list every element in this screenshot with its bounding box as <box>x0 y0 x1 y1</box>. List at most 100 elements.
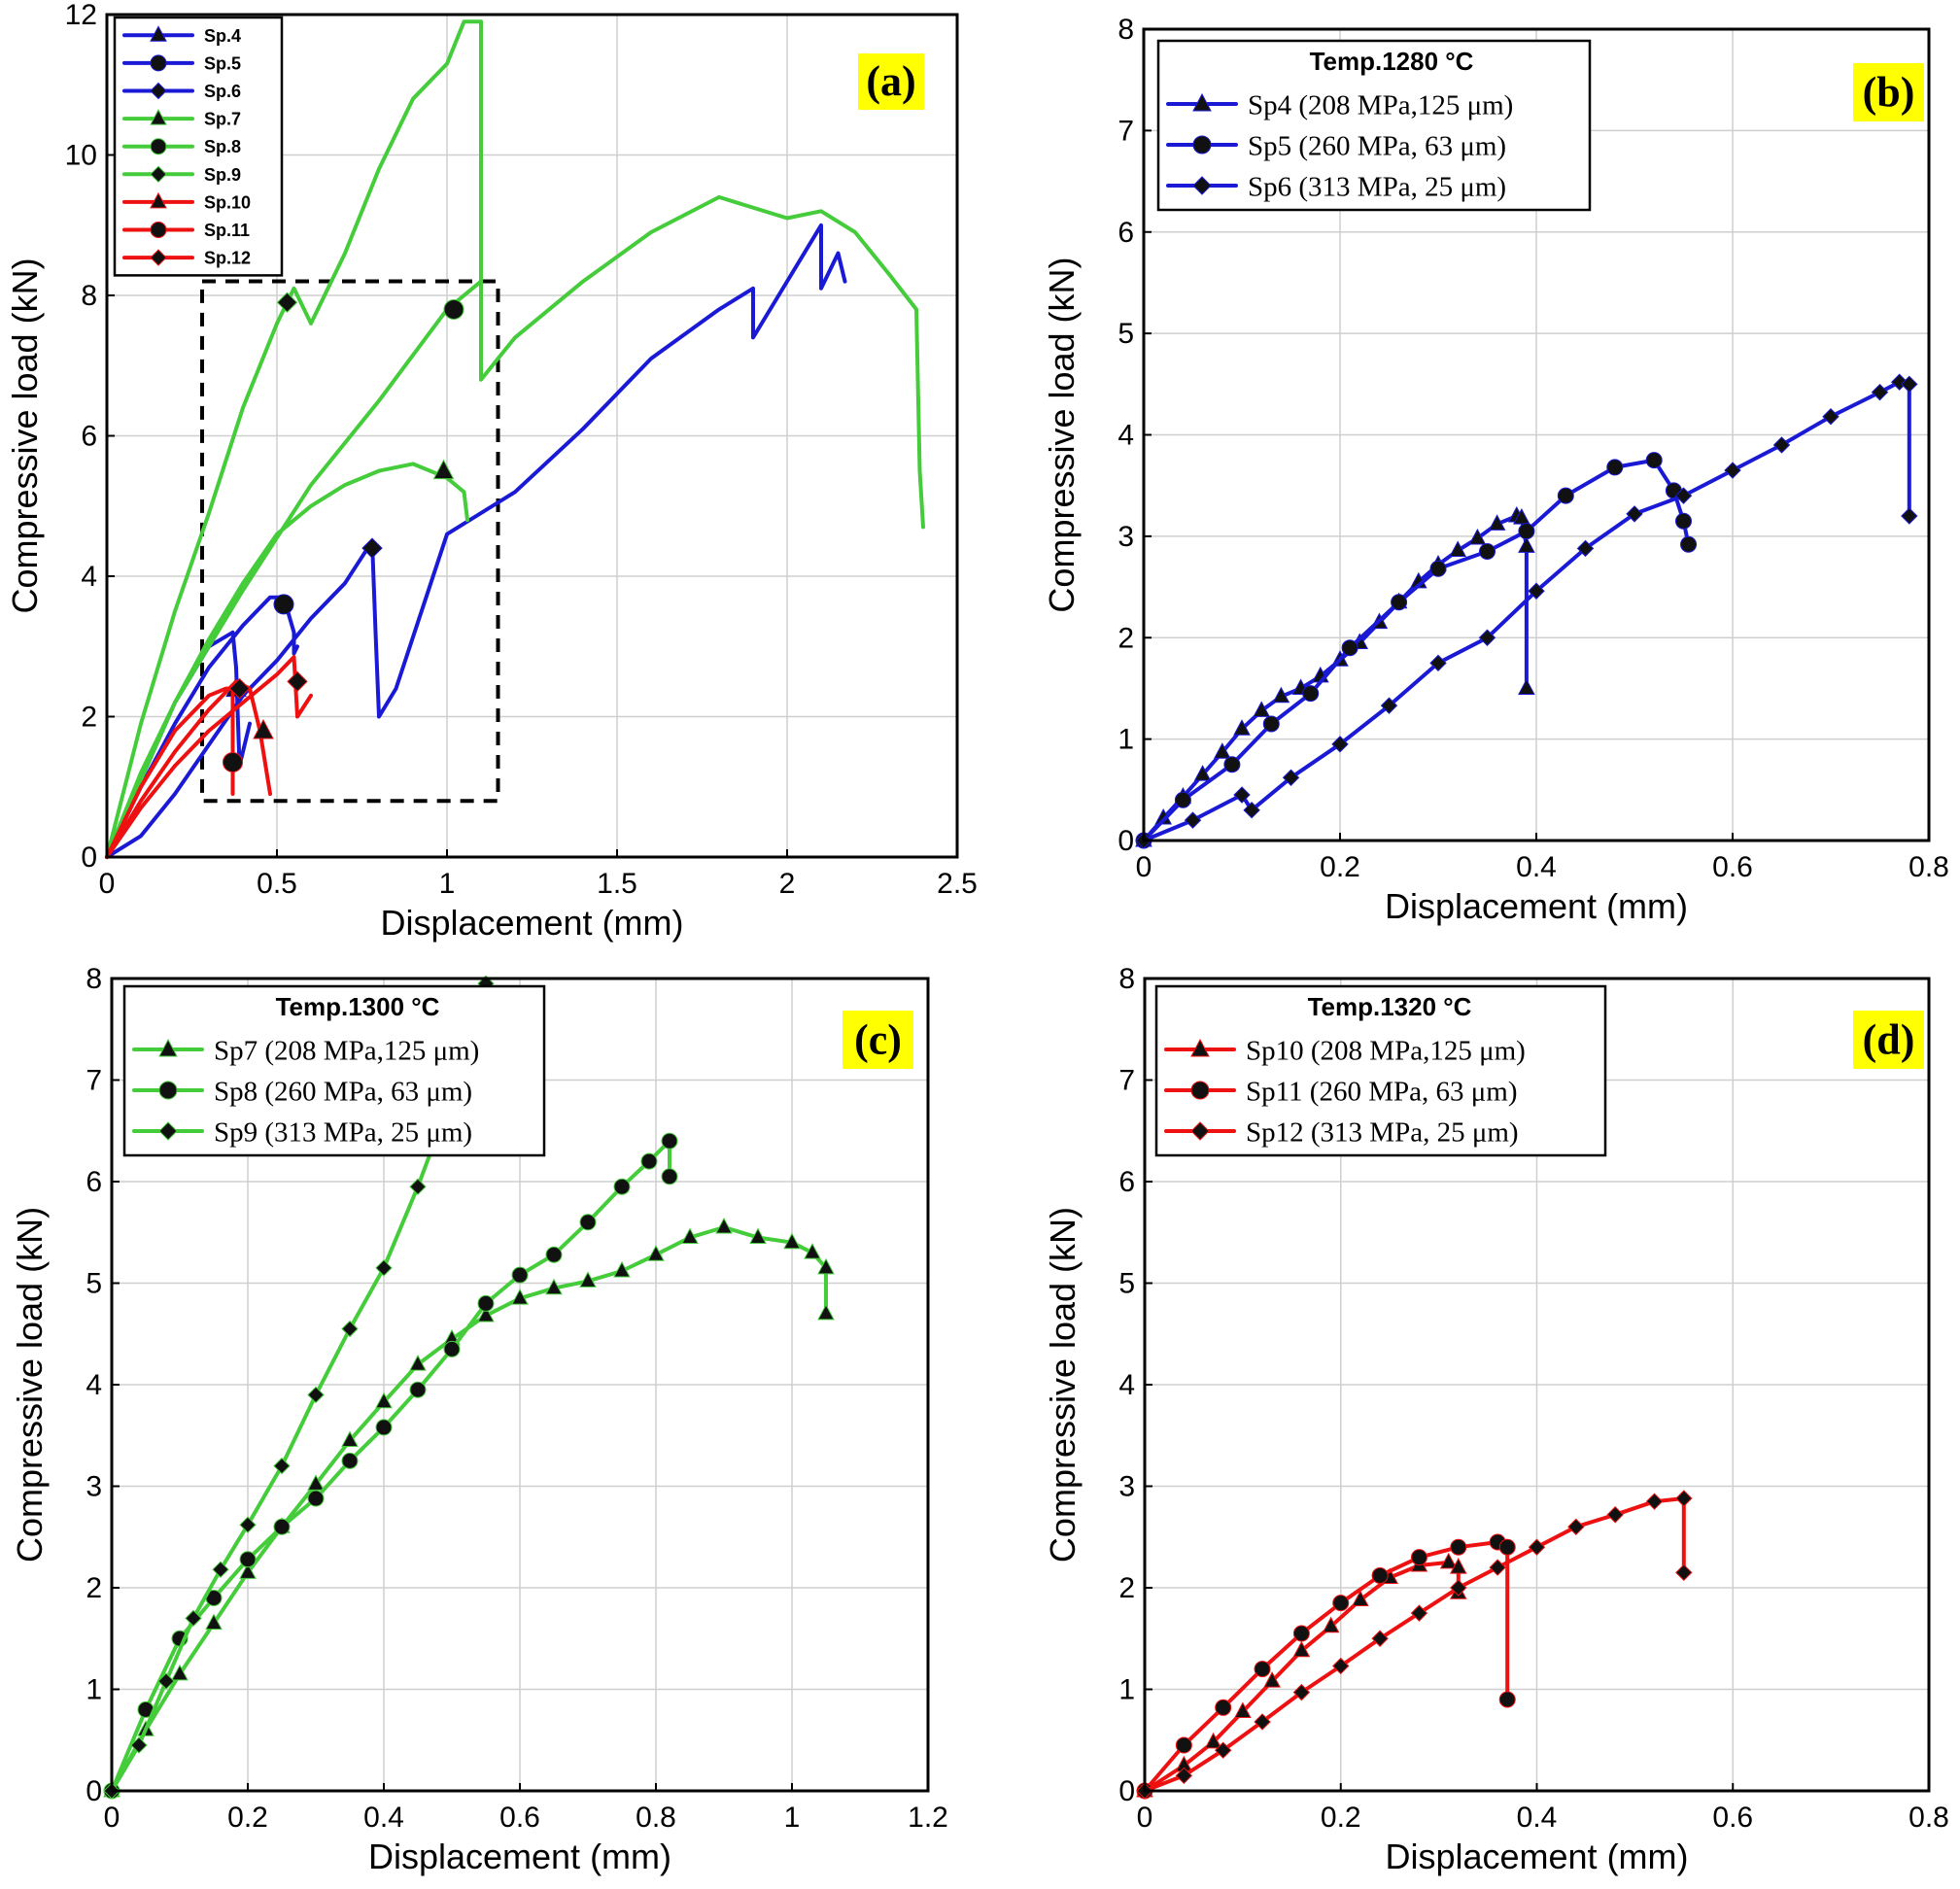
data-point-sp6 <box>1901 507 1918 525</box>
legend-label: Sp6 (313 MPa, 25 μm) <box>1248 171 1506 202</box>
legend-label: Sp.9 <box>204 165 241 185</box>
x-tick-label: 2.5 <box>937 868 978 900</box>
y-tick-label: 10 <box>65 140 97 172</box>
data-point-sp8 <box>239 1551 257 1568</box>
y-tick-label: 12 <box>65 0 97 31</box>
data-point-sp11 <box>1175 1736 1192 1754</box>
legend: Temp.1300 °C Sp7 (208 MPa,125 μm) Sp8 (260… <box>122 984 546 1157</box>
data-point-sp6 <box>1478 629 1496 646</box>
data-point-sp8 <box>375 1419 393 1436</box>
legend-marker <box>158 1121 178 1141</box>
panel-label: (c) <box>854 1015 902 1063</box>
legend-marker <box>150 165 167 184</box>
data-point-sp5 <box>1302 685 1320 703</box>
legend-marker <box>150 109 167 125</box>
data-point-sp9 <box>341 1320 359 1338</box>
data-point-sp7 <box>817 1257 835 1275</box>
zoom-region-box <box>200 279 500 804</box>
data-point-sp5 <box>1557 487 1574 504</box>
data-point-sp4 <box>1488 514 1506 531</box>
data-point-sp8 <box>477 1294 495 1312</box>
data-point-sp4 <box>1518 678 1535 695</box>
y-tick-label: 4 <box>1118 420 1134 452</box>
data-point-sp5 <box>1479 543 1496 561</box>
data-point-sp12 <box>1214 1741 1232 1759</box>
legend-marker <box>150 54 167 72</box>
data-point-sp11 <box>1498 1691 1516 1708</box>
y-tick-label: 8 <box>1118 14 1134 46</box>
data-point-sp7 <box>681 1227 699 1244</box>
data-point-sp12 <box>1675 1563 1693 1582</box>
x-tick-label: 1 <box>784 1802 801 1834</box>
data-point-sp12 <box>1292 1683 1311 1701</box>
data-point-marker <box>287 670 308 693</box>
data-point-sp6 <box>1901 375 1918 394</box>
data-point-sp12 <box>1450 1579 1467 1597</box>
data-point-sp8 <box>443 1340 461 1357</box>
data-point-marker <box>432 459 455 480</box>
series-line-sp6 <box>1142 380 1911 842</box>
y-tick-label: 4 <box>81 561 97 593</box>
legend-marker <box>158 1038 178 1057</box>
legend-marker <box>1192 176 1212 195</box>
series-line-sp10 <box>105 679 272 859</box>
legend-title: Temp.1320 °C <box>1308 992 1472 1021</box>
data-point-sp8 <box>307 1490 325 1507</box>
data-point-sp5 <box>1645 452 1663 469</box>
data-point-sp6 <box>1528 582 1545 600</box>
data-point-sp4 <box>1272 686 1290 704</box>
data-point-sp8 <box>661 1132 678 1150</box>
legend-label: Sp.5 <box>204 53 241 73</box>
legend-box <box>1156 39 1592 212</box>
data-point-sp9 <box>239 1516 257 1533</box>
data-point-sp12 <box>1371 1630 1389 1647</box>
data-point-sp10 <box>1234 1701 1252 1718</box>
data-point-sp11 <box>1371 1566 1389 1584</box>
panel-label: (b) <box>1863 68 1915 116</box>
x-tick-label: 0.2 <box>1320 851 1360 883</box>
y-tick-label: 5 <box>86 1268 102 1300</box>
legend-label: Sp.7 <box>204 110 241 129</box>
data-point-sp6 <box>1380 697 1398 714</box>
legend-marker <box>150 25 167 42</box>
data-point-sp4 <box>1513 508 1530 525</box>
data-point-sp6 <box>1822 408 1840 426</box>
data-point-sp6 <box>1576 539 1595 558</box>
series-line-sp5 <box>1142 458 1691 842</box>
x-tick-label: 2 <box>779 868 796 900</box>
data-point-sp5 <box>1174 791 1191 808</box>
y-tick-label: 7 <box>1118 1065 1135 1097</box>
panel-label-badge <box>842 1011 913 1069</box>
y-tick-label: 0 <box>81 841 97 874</box>
data-point-sp9 <box>307 1386 325 1404</box>
data-point-sp11 <box>1332 1595 1350 1612</box>
legend-label: Sp4 (208 MPa,125 μm) <box>1248 89 1513 120</box>
legend-label: Sp.10 <box>204 192 251 212</box>
data-point-marker <box>253 718 274 739</box>
legend-label: Sp.6 <box>204 82 241 101</box>
data-point-sp7 <box>579 1271 597 1288</box>
data-point-sp4 <box>1518 536 1535 553</box>
data-point-sp5 <box>1675 512 1692 530</box>
data-point-sp11 <box>1450 1538 1467 1556</box>
y-tick-label: 6 <box>81 421 97 453</box>
legend-marker <box>150 222 167 238</box>
data-point-marker <box>276 292 298 313</box>
y-tick-label: 0 <box>1118 825 1134 857</box>
data-point-marker <box>361 537 383 559</box>
y-tick-label: 6 <box>1118 217 1134 249</box>
y-tick-label: 5 <box>1118 318 1134 350</box>
data-point-sp6 <box>1871 383 1889 401</box>
legend-label: Sp.12 <box>204 249 251 268</box>
x-tick-label: 0 <box>104 1802 120 1834</box>
data-point-sp8 <box>545 1246 563 1263</box>
data-point-sp12 <box>1645 1493 1664 1510</box>
data-point-sp12 <box>1675 1490 1693 1507</box>
x-axis-label: Displacement (mm) <box>1385 1837 1688 1876</box>
data-point-sp12 <box>1254 1713 1271 1731</box>
x-tick-label: 0.2 <box>227 1802 268 1834</box>
x-tick-label: 0 <box>99 868 116 900</box>
y-tick-label: 2 <box>81 702 97 734</box>
legend-label: Sp10 (208 MPa,125 μm) <box>1246 1035 1526 1066</box>
data-point-sp12 <box>1489 1559 1506 1576</box>
